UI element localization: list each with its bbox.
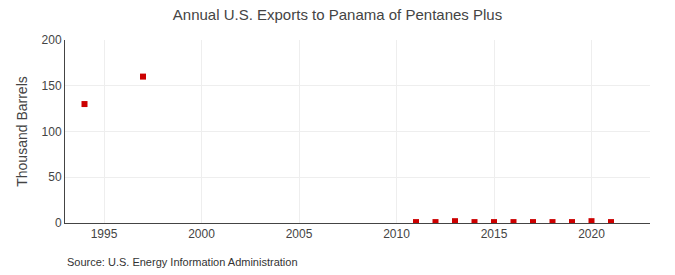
svg-text:Annual U.S. Exports to Panama: Annual U.S. Exports to Panama of Pentane… [173, 6, 502, 23]
svg-text:200: 200 [42, 33, 62, 47]
svg-text:Thousand Barrels: Thousand Barrels [14, 76, 30, 187]
svg-text:2010: 2010 [383, 227, 410, 241]
svg-text:100: 100 [42, 125, 62, 139]
svg-text:1995: 1995 [91, 227, 118, 241]
svg-text:150: 150 [42, 79, 62, 93]
svg-text:2000: 2000 [188, 227, 215, 241]
svg-text:2015: 2015 [481, 227, 508, 241]
svg-text:Source: U.S. Energy Informatio: Source: U.S. Energy Information Administ… [67, 256, 298, 268]
svg-text:0: 0 [55, 216, 62, 230]
svg-text:50: 50 [48, 170, 62, 184]
svg-text:2020: 2020 [578, 227, 605, 241]
svg-text:2005: 2005 [286, 227, 313, 241]
